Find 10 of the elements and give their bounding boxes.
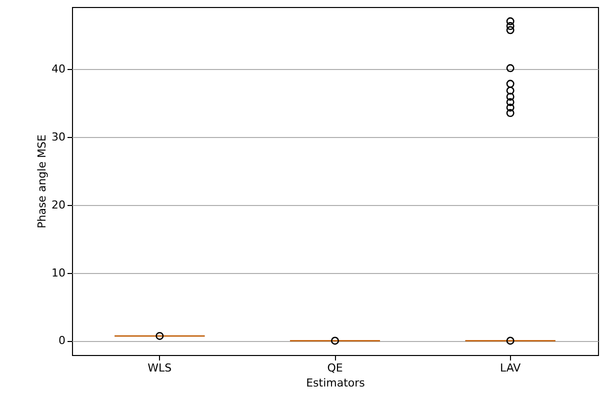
y-axis-title: Phase angle MSE <box>36 134 49 228</box>
x-axis-title: Estimators <box>306 376 366 390</box>
y-tick-label: 20 <box>52 198 66 212</box>
y-tick-label: 10 <box>52 266 66 280</box>
x-tick-label: QE <box>327 362 343 374</box>
y-tick-label: 30 <box>52 130 66 144</box>
y-tick-label: 40 <box>52 62 66 76</box>
x-tick-label: WLS <box>148 362 172 374</box>
x-tick-label: LAV <box>500 362 522 374</box>
y-tick-label: 0 <box>58 334 66 348</box>
